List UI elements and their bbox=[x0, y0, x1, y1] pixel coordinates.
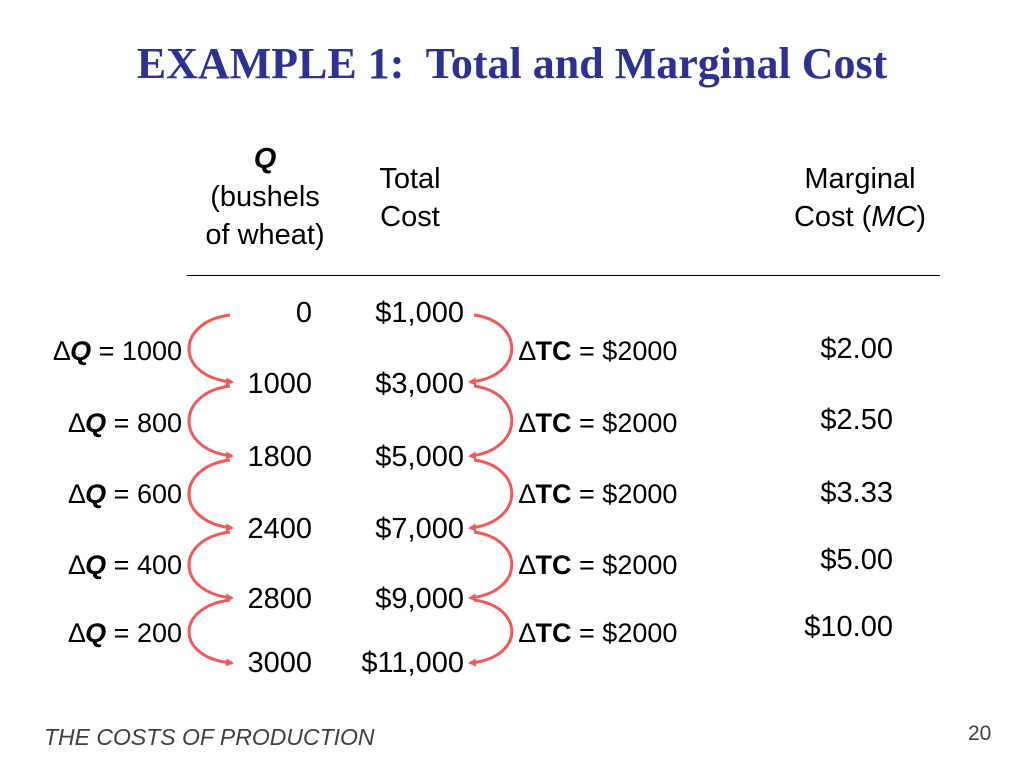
q-value: 0 bbox=[295, 297, 312, 329]
q-header-line3: of wheat) bbox=[205, 219, 325, 251]
delta-tc-label: ∆TC = $2000 bbox=[519, 406, 719, 440]
delta-symbol: ∆ bbox=[519, 408, 536, 438]
q-value: 1000 bbox=[247, 368, 312, 400]
page-number: 20 bbox=[968, 722, 992, 745]
total-cost-value: $1,000 bbox=[375, 297, 464, 329]
delta-symbol: ∆ bbox=[68, 408, 86, 438]
tc-header-line2: Cost bbox=[380, 201, 440, 233]
delta-symbol: ∆ bbox=[519, 336, 536, 366]
delta-tc-arrow bbox=[468, 598, 514, 667]
delta-symbol: ∆ bbox=[68, 550, 86, 580]
delta-symbol: ∆ bbox=[519, 618, 536, 648]
delta-symbol: ∆ bbox=[519, 479, 536, 509]
header-divider bbox=[187, 275, 940, 276]
delta-q-letter: Q bbox=[70, 336, 92, 366]
total-cost-value: $5,000 bbox=[375, 441, 464, 473]
marginal-cost-value: $3.33 bbox=[820, 477, 893, 509]
delta-q-value: = 400 bbox=[106, 550, 182, 580]
delta-q-letter: Q bbox=[85, 479, 107, 509]
delta-tc-letters: TC bbox=[535, 336, 572, 366]
marginal-cost-value: $2.50 bbox=[820, 404, 893, 436]
delta-tc-arrow bbox=[468, 458, 514, 532]
q-column-header: Q (bushels of wheat) bbox=[185, 140, 345, 254]
delta-q-value: = 200 bbox=[106, 618, 182, 648]
tc-header-line1: Total bbox=[379, 163, 441, 195]
total-cost-column-header: Total Cost bbox=[340, 160, 480, 236]
delta-tc-label: ∆TC = $2000 bbox=[519, 477, 719, 511]
delta-tc-letters: TC bbox=[535, 408, 572, 438]
delta-tc-letters: TC bbox=[535, 479, 572, 509]
total-cost-value: $9,000 bbox=[375, 583, 464, 615]
delta-tc-arrow bbox=[468, 384, 514, 460]
mc-header-prefix: Cost ( bbox=[793, 201, 872, 233]
delta-tc-value: = $2000 bbox=[571, 618, 678, 648]
q-value: 2400 bbox=[247, 513, 312, 545]
delta-q-letter: Q bbox=[85, 550, 107, 580]
total-cost-value: $3,000 bbox=[375, 368, 464, 400]
delta-tc-letters: TC bbox=[535, 618, 572, 648]
mc-header-symbol: MC bbox=[871, 201, 917, 233]
delta-q-value: = 1000 bbox=[91, 336, 182, 366]
q-value: 1800 bbox=[247, 441, 312, 473]
delta-q-letter: Q bbox=[85, 408, 107, 438]
mc-header-suffix: ) bbox=[916, 201, 927, 233]
delta-tc-label: ∆TC = $2000 bbox=[519, 616, 719, 650]
delta-q-arrow bbox=[187, 598, 234, 667]
marginal-cost-value: $5.00 bbox=[820, 544, 893, 576]
delta-q-label: ∆Q = 200 bbox=[10, 616, 182, 650]
delta-symbol: ∆ bbox=[68, 618, 86, 648]
delta-q-arrow bbox=[187, 530, 234, 602]
marginal-cost-column-header: Marginal Cost (MC) bbox=[770, 160, 950, 236]
delta-q-label: ∆Q = 400 bbox=[10, 548, 182, 582]
marginal-cost-value: $2.00 bbox=[820, 333, 893, 365]
mc-header-line2: Cost (MC) bbox=[770, 198, 950, 236]
footer-text: THE COSTS OF PRODUCTION bbox=[44, 724, 375, 750]
delta-tc-value: = $2000 bbox=[571, 408, 678, 438]
delta-q-label: ∆Q = 600 bbox=[10, 477, 182, 511]
delta-q-letter: Q bbox=[85, 618, 107, 648]
delta-q-label: ∆Q = 800 bbox=[10, 406, 182, 440]
delta-q-value: = 600 bbox=[106, 479, 182, 509]
delta-q-arrow bbox=[187, 384, 234, 460]
delta-tc-letters: TC bbox=[535, 550, 572, 580]
delta-q-arrow bbox=[187, 313, 234, 386]
delta-tc-value: = $2000 bbox=[571, 550, 678, 580]
delta-tc-value: = $2000 bbox=[571, 336, 678, 366]
delta-tc-label: ∆TC = $2000 bbox=[519, 334, 719, 368]
delta-tc-label: ∆TC = $2000 bbox=[519, 548, 719, 582]
delta-q-arrow bbox=[187, 458, 234, 532]
delta-tc-arrow bbox=[468, 313, 514, 386]
delta-symbol: ∆ bbox=[519, 550, 536, 580]
delta-symbol: ∆ bbox=[68, 479, 86, 509]
q-header-symbol: Q bbox=[253, 143, 277, 175]
delta-q-value: = 800 bbox=[106, 408, 182, 438]
mc-header-line1: Marginal bbox=[804, 163, 916, 195]
marginal-cost-value: $10.00 bbox=[804, 611, 893, 643]
total-cost-value: $7,000 bbox=[375, 513, 464, 545]
q-value: 2800 bbox=[247, 583, 312, 615]
delta-tc-value: = $2000 bbox=[571, 479, 678, 509]
delta-symbol: ∆ bbox=[53, 336, 71, 366]
q-header-line2: (bushels bbox=[210, 181, 320, 213]
delta-tc-arrow bbox=[468, 530, 514, 602]
delta-q-label: ∆Q = 1000 bbox=[10, 334, 182, 368]
q-value: 3000 bbox=[247, 647, 312, 679]
slide-title: EXAMPLE 1: Total and Marginal Cost bbox=[136, 39, 888, 88]
total-cost-value: $11,000 bbox=[361, 647, 464, 679]
